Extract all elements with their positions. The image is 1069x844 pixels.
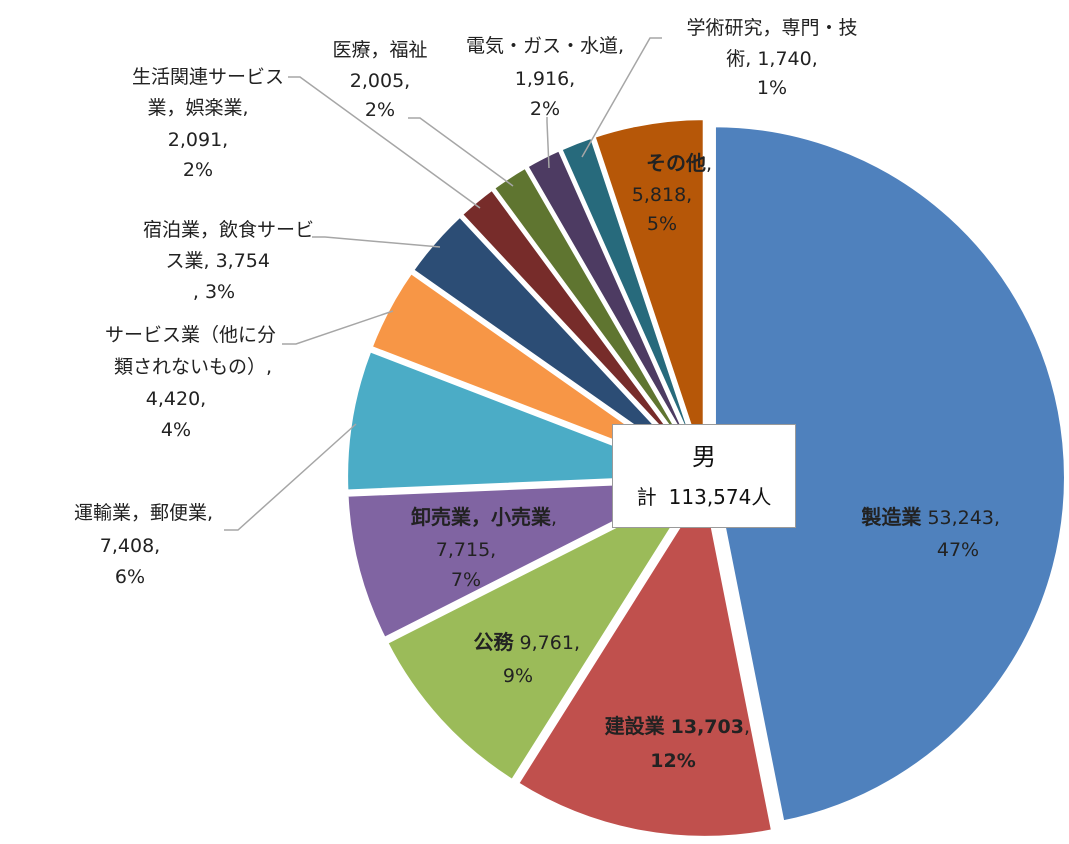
pie-slice-2: [514, 483, 776, 840]
leader-line-9: [408, 117, 514, 187]
slice-label-1-line-1: 製造業 53,243,: [861, 505, 1000, 529]
slice-label-2-line-1: 建設業 13,703,: [605, 714, 750, 738]
slice-label-4-line-2: 7,715,: [436, 539, 496, 561]
slice-label-6-line-2: 類されないもの）,: [114, 356, 272, 378]
slice-label-11-line-2: 術, 1,740,: [726, 48, 818, 70]
total-value: 113,574人: [668, 485, 772, 509]
slice-label-4-line-1: 卸売業，小売業,: [411, 505, 557, 529]
slice-label-5-line-3: 6%: [115, 566, 145, 588]
slice-label-5-line-1: 運輸業，郵便業,: [74, 502, 213, 524]
slice-label-11-line-3: 1%: [757, 77, 787, 99]
slice-label-9-line-2: 2,005,: [350, 70, 410, 92]
pie-slice-5: [344, 348, 701, 494]
slice-label-7-line-1: 宿泊業，飲食サービ: [143, 219, 314, 241]
slice-label-12-line-2: 5,818,: [632, 184, 692, 206]
slice-label-10-line-3: 2%: [530, 98, 560, 120]
slice-label-5-line-2: 7,408,: [100, 535, 160, 557]
slice-label-1-line-2: 47%: [937, 539, 979, 561]
total-box: 男 計 113,574人: [612, 424, 796, 528]
slice-label-10-line-2: 1,916,: [515, 68, 575, 90]
slice-label-6-line-4: 4%: [161, 419, 191, 441]
leader-line-5: [224, 423, 357, 531]
slice-label-8-line-4: 2%: [183, 159, 213, 181]
leader-line-10: [546, 117, 550, 169]
leader-line-11: [581, 37, 662, 158]
center-title: 男: [692, 443, 716, 471]
slice-label-4-line-3: 7%: [451, 569, 481, 591]
pie-slice-1: [711, 123, 1068, 825]
slice-label-7-line-3: , 3%: [193, 281, 235, 303]
slice-label-8-line-3: 2,091,: [168, 129, 228, 151]
slice-label-12-line-1: その他,: [646, 151, 712, 175]
slice-label-7-line-2: ス業, 3,754: [166, 250, 270, 272]
slice-label-12-line-3: 5%: [647, 213, 677, 235]
slice-label-11-line-1: 学術研究，専門・技: [686, 17, 857, 39]
total-line: 計 113,574人: [613, 481, 795, 510]
slice-label-10-line-1: 電気・ガス・水道,: [466, 35, 624, 57]
slice-label-9-line-3: 2%: [365, 99, 395, 121]
leader-line-6: [282, 310, 394, 345]
slice-label-3-line-2: 9%: [503, 665, 533, 687]
total-label: 計: [636, 485, 657, 509]
slice-label-9-line-1: 医療，福祉: [332, 39, 427, 61]
slice-label-6-line-1: サービス業（他に分: [105, 324, 276, 346]
leader-line-8: [288, 76, 481, 209]
slice-label-6-line-3: 4,420,: [146, 388, 206, 410]
pie-slice-4: [344, 478, 701, 642]
slice-label-8-line-2: 業，娯楽業,: [147, 97, 248, 119]
pie-slice-3: [384, 481, 703, 784]
slice-label-2-line-2: 12%: [650, 750, 695, 772]
leader-line-7: [312, 236, 441, 248]
slice-label-8-line-1: 生活関連サービス: [132, 66, 284, 88]
slice-label-3-line-1: 公務 9,761,: [474, 630, 581, 654]
